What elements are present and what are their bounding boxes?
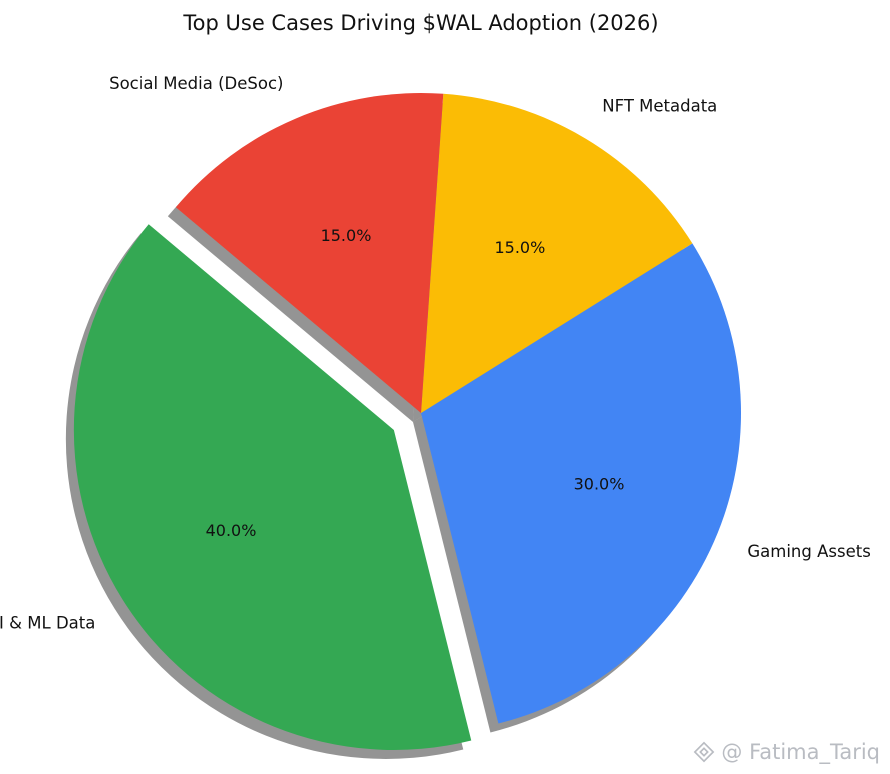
pct-label-ai-ml-data: 40.0%: [206, 521, 257, 540]
slice-nft-metadata: [421, 93, 693, 413]
label-nft-metadata: NFT Metadata: [602, 96, 717, 115]
pct-label-gaming-assets: 30.0%: [574, 474, 625, 493]
label-social-media-desoc: Social Media (DeSoc): [109, 74, 283, 93]
slice-ai-ml-data: [73, 224, 472, 750]
label-gaming-assets: Gaming Assets: [747, 542, 870, 561]
pie-slices: [73, 92, 741, 750]
slice-social-media-desoc: [175, 92, 444, 413]
binance-diamond-icon: [694, 741, 715, 763]
label-ai-ml-data: AI & ML Data: [0, 613, 95, 632]
watermark: @ Fatima_Tariq: [693, 740, 880, 764]
slice-gaming-assets: [421, 243, 741, 724]
watermark-text: @ Fatima_Tariq: [721, 740, 880, 764]
chart-title: Top Use Cases Driving $WAL Adoption (202…: [182, 11, 658, 35]
pct-label-social-media-desoc: 15.0%: [321, 226, 372, 245]
pie-labels: AI & ML Data 40.0% Gaming Assets 30.0% NFT M…: [0, 74, 871, 633]
pct-label-nft-metadata: 15.0%: [494, 238, 545, 257]
